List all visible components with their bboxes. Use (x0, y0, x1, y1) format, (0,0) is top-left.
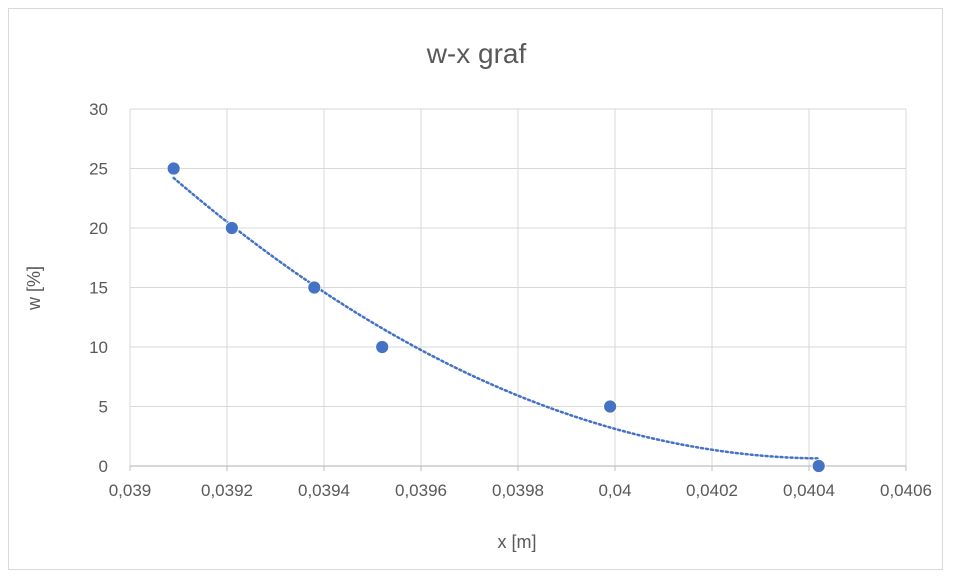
data-point (307, 280, 322, 295)
x-tick-label: 0,0394 (298, 481, 350, 500)
chart-title: w-x graf (426, 38, 527, 69)
y-tick-label: 20 (89, 219, 108, 238)
x-tick-label: 0,0404 (783, 481, 835, 500)
data-point (811, 459, 826, 473)
y-tick-label: 0 (99, 457, 108, 476)
y-tick-labels: 0 5 10 15 20 25 30 (89, 100, 108, 476)
data-points (166, 161, 826, 473)
axes (129, 465, 907, 471)
y-tick-label: 15 (89, 279, 108, 298)
y-tick-label: 25 (89, 160, 108, 179)
x-tick-label: 0,0406 (880, 481, 932, 500)
x-tick-label: 0,0396 (395, 481, 447, 500)
data-point (375, 340, 390, 354)
x-tick-labels: 0,039 0,0392 0,0394 0,0396 0,0398 0,04 0,0402 0… (109, 481, 932, 500)
x-tick-label: 0,0392 (201, 481, 253, 500)
y-tick-label: 30 (89, 100, 108, 119)
x-axis-title: x [m] (498, 532, 537, 552)
trendline (172, 176, 820, 460)
y-tick-label: 5 (99, 398, 108, 417)
chart-area (8, 8, 943, 570)
data-point (166, 161, 181, 176)
x-tick-label: 0,0398 (492, 481, 544, 500)
x-tick-label: 0,04 (598, 481, 631, 500)
data-point (224, 221, 239, 235)
grid-lines (129, 108, 907, 466)
trendline-path (172, 176, 820, 460)
y-tick-label: 10 (89, 338, 108, 357)
x-tick-label: 0,039 (109, 481, 152, 500)
y-axis-title: w [%] (24, 266, 44, 311)
data-point (603, 399, 618, 414)
x-tick-label: 0,0402 (686, 481, 738, 500)
